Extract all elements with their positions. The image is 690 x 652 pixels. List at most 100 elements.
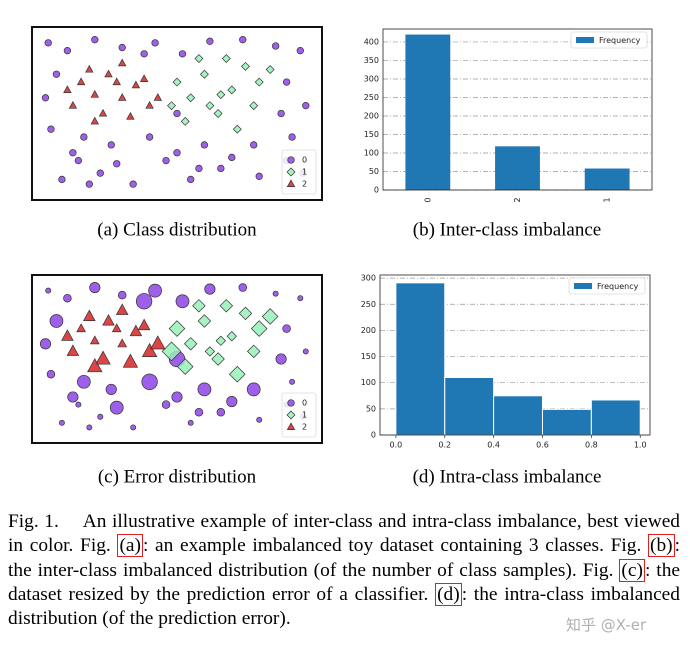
legend-label: 0 xyxy=(302,399,307,408)
point xyxy=(256,416,263,423)
point xyxy=(117,93,127,101)
point xyxy=(176,358,194,375)
axes-frame xyxy=(379,274,651,436)
point xyxy=(161,341,182,362)
point xyxy=(63,85,72,93)
point xyxy=(302,101,310,110)
point xyxy=(277,109,285,118)
point xyxy=(97,413,104,420)
point xyxy=(113,160,121,168)
point xyxy=(302,348,309,355)
legend-marker xyxy=(287,156,295,164)
axes-frame xyxy=(382,28,653,191)
point xyxy=(63,47,72,55)
caption-text: : the inter-class imbalanced distributio… xyxy=(8,535,680,581)
point xyxy=(162,156,170,165)
point xyxy=(75,401,82,408)
point xyxy=(109,400,124,415)
point xyxy=(58,419,65,426)
point xyxy=(129,180,137,188)
point xyxy=(104,69,113,78)
y-tick-label: 50 xyxy=(366,404,376,413)
point xyxy=(47,125,55,133)
point xyxy=(85,180,93,188)
point xyxy=(246,344,261,359)
point xyxy=(192,299,206,313)
point xyxy=(221,54,231,64)
point xyxy=(148,283,162,298)
y-tick-label: 350 xyxy=(364,56,379,65)
legend-box xyxy=(568,277,646,295)
point xyxy=(194,54,204,64)
point xyxy=(66,344,80,356)
point xyxy=(250,141,258,149)
point xyxy=(61,329,74,341)
x-tick-label: 1.0 xyxy=(634,441,647,450)
point xyxy=(107,141,115,149)
y-tick-label: 300 xyxy=(361,274,376,283)
point xyxy=(52,70,61,78)
subcaption: (b) Inter-class imbalance xyxy=(413,219,601,240)
figure-ref: (a) xyxy=(117,534,143,558)
bar xyxy=(590,399,641,436)
point xyxy=(140,50,148,58)
point xyxy=(215,335,227,346)
point xyxy=(228,365,246,383)
point xyxy=(76,77,86,86)
legend-label: 1 xyxy=(302,168,307,177)
x-tick-label: 0.4 xyxy=(487,441,500,450)
bar xyxy=(395,282,446,436)
legend-swatch xyxy=(576,37,594,43)
point xyxy=(74,156,83,165)
point xyxy=(96,169,104,177)
figure-ref: (d) xyxy=(435,582,462,606)
y-tick-label: 300 xyxy=(364,74,379,83)
point xyxy=(226,331,237,342)
point xyxy=(173,149,181,157)
point xyxy=(122,353,139,368)
point xyxy=(172,77,182,87)
x-tick-label: 0.0 xyxy=(390,441,403,450)
y-tick-label: 150 xyxy=(361,352,376,361)
point xyxy=(216,407,226,417)
legend-swatch xyxy=(574,283,592,289)
point xyxy=(296,47,304,55)
y-tick-label: 200 xyxy=(361,326,376,335)
point xyxy=(117,290,127,300)
point xyxy=(216,90,226,100)
point xyxy=(131,80,141,89)
point xyxy=(80,133,88,141)
point xyxy=(90,116,100,125)
point xyxy=(265,65,275,74)
point xyxy=(272,290,279,297)
point xyxy=(161,400,171,409)
legend-label: 0 xyxy=(302,156,307,165)
point xyxy=(102,314,115,326)
point xyxy=(254,77,264,87)
point xyxy=(204,283,216,295)
point xyxy=(187,419,194,426)
point xyxy=(95,350,111,365)
bar xyxy=(584,168,630,190)
point xyxy=(135,293,153,310)
bar xyxy=(405,34,451,190)
point xyxy=(200,141,209,149)
y-tick-label: 250 xyxy=(364,93,379,102)
point xyxy=(83,309,96,321)
point xyxy=(44,39,52,47)
x-tick-label: 0.6 xyxy=(536,441,549,450)
point xyxy=(150,335,166,350)
point xyxy=(69,149,77,157)
point xyxy=(228,153,236,162)
point xyxy=(282,324,291,333)
point xyxy=(63,293,72,303)
point xyxy=(41,94,50,102)
legend-box xyxy=(570,31,648,49)
legend-marker xyxy=(286,167,296,177)
point xyxy=(197,314,212,328)
point xyxy=(197,382,212,397)
bar xyxy=(493,395,543,436)
point xyxy=(89,282,101,294)
point xyxy=(105,383,117,395)
subcaption: (a) Class distribution xyxy=(97,219,257,240)
